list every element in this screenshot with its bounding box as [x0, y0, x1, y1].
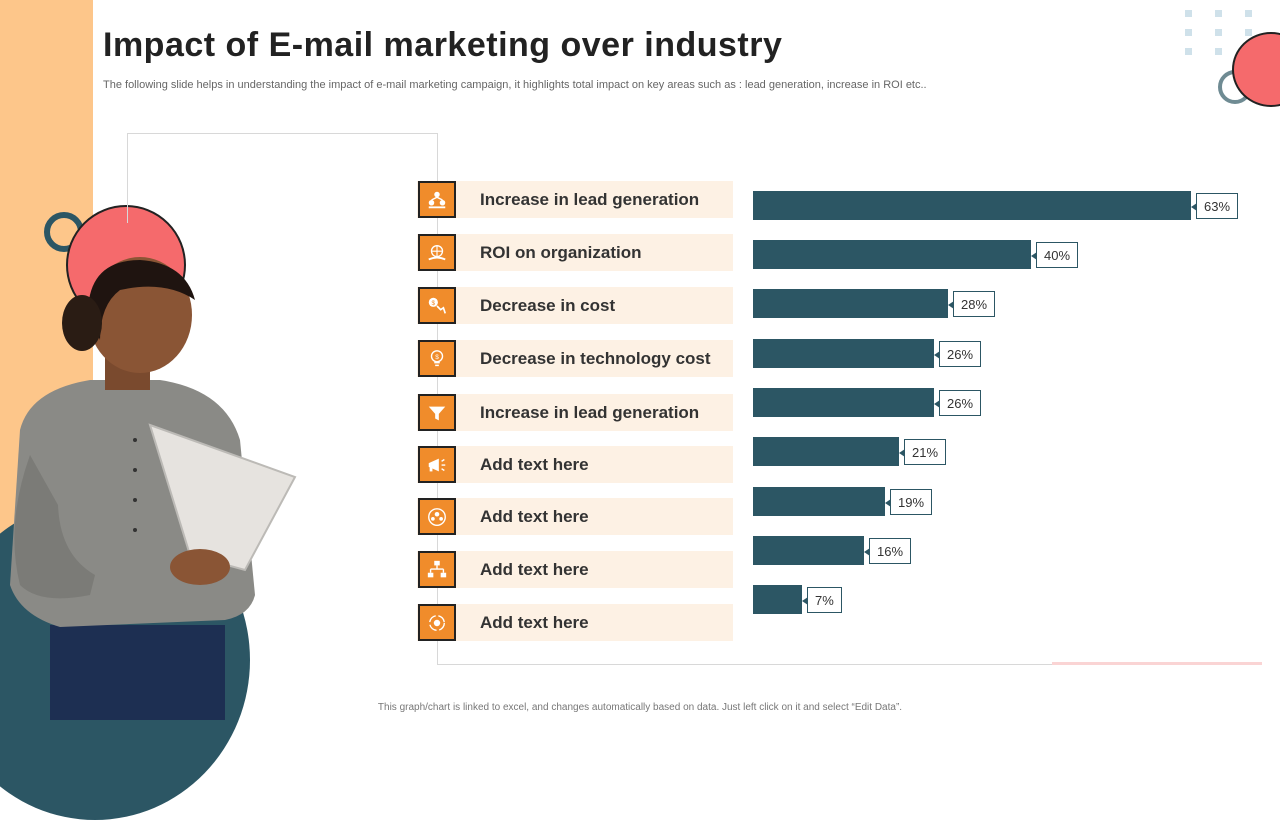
- data-label: 26%: [933, 341, 982, 367]
- data-label: 16%: [863, 538, 912, 564]
- footer-note: This graph/chart is linked to excel, and…: [377, 702, 903, 713]
- category-label: Add text here: [480, 507, 589, 526]
- data-label: 28%: [947, 291, 996, 317]
- bar: [753, 339, 934, 368]
- team-circle-icon: [418, 498, 456, 535]
- funnel-icon: [418, 394, 456, 431]
- category-label: Add text here: [480, 560, 589, 579]
- data-label: 21%: [898, 439, 947, 465]
- category-row: [417, 181, 733, 218]
- svg-text:$: $: [432, 300, 436, 307]
- category-row: [417, 604, 733, 641]
- category-row: [417, 287, 733, 324]
- category-label: ROI on organization: [480, 243, 642, 262]
- data-label: 40%: [1030, 242, 1079, 268]
- bar: [753, 437, 899, 466]
- svg-text:$: $: [435, 354, 439, 361]
- category-row: [417, 340, 733, 377]
- bar: [753, 191, 1191, 220]
- bar: [753, 536, 864, 565]
- bar: [753, 388, 934, 417]
- category-label: Increase in lead generation: [480, 190, 700, 209]
- coin-bulb-icon: $: [418, 340, 456, 377]
- category-label: Add text here: [480, 455, 589, 474]
- globe-hand-icon: [418, 234, 456, 271]
- pink-underline-decor: [1052, 662, 1262, 665]
- category-row: [417, 234, 733, 271]
- people-network-icon: [418, 181, 456, 218]
- megaphone-icon: [418, 446, 456, 483]
- bar: [753, 289, 948, 318]
- category-row: [417, 446, 733, 483]
- frame-line: [437, 664, 1262, 665]
- bar: [753, 585, 802, 614]
- page-subtitle: The following slide helps in understandi…: [103, 79, 927, 91]
- category-row: [417, 498, 733, 535]
- category-label: Decrease in technology cost: [480, 349, 711, 368]
- bar: [753, 487, 885, 516]
- category-row: [417, 394, 733, 431]
- category-label: Increase in lead generation: [480, 403, 700, 422]
- category-label: Decrease in cost: [480, 296, 616, 315]
- bar: [753, 240, 1031, 269]
- woman-with-clipboard-image: [10, 257, 297, 720]
- page-title: Impact of E-mail marketing over industry: [103, 26, 783, 64]
- dollar-down-icon: $: [418, 287, 456, 324]
- data-label: 7%: [802, 587, 842, 613]
- category-label: Add text here: [480, 613, 589, 632]
- category-row: [417, 551, 733, 588]
- data-label: 19%: [884, 489, 933, 515]
- data-label: 63%: [1190, 193, 1239, 219]
- frame-line: [127, 133, 128, 223]
- recycle-gear-icon: [418, 604, 456, 641]
- hierarchy-icon: [418, 551, 456, 588]
- data-label: 26%: [933, 390, 982, 416]
- dot-grid-decor: [1185, 10, 1255, 60]
- frame-line: [127, 133, 437, 134]
